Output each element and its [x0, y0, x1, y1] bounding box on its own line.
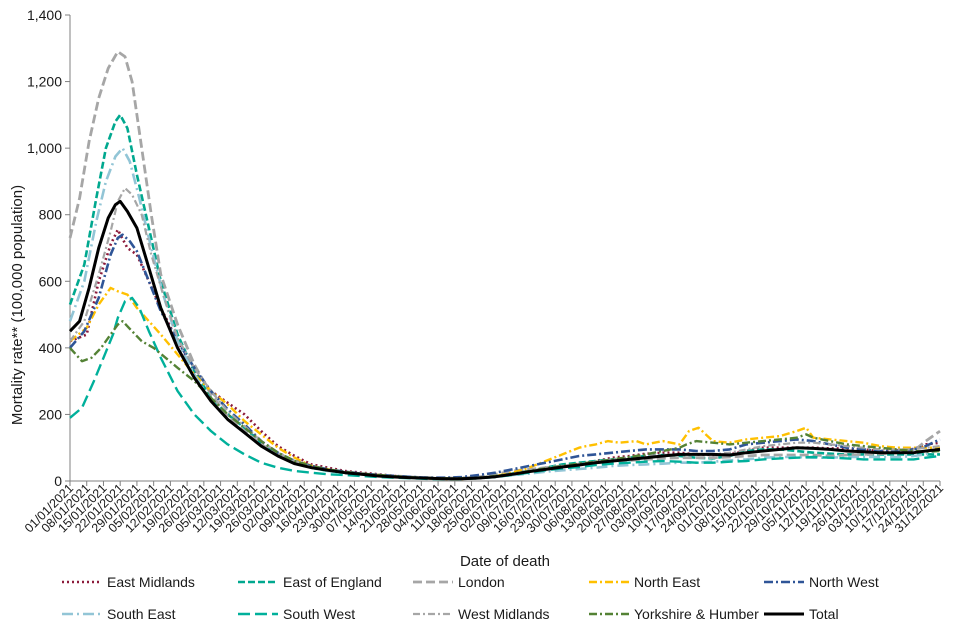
series-line-north-east: [69, 286, 940, 481]
series-line-north-west: [69, 233, 941, 479]
y-tick-label: 400: [39, 340, 63, 356]
legend-label: Total: [809, 606, 839, 622]
legend-item-north-east: North East: [589, 574, 700, 590]
axes: 02004006008001,0001,2001,40001/01/202108…: [22, 7, 946, 535]
legend-label: London: [458, 574, 505, 590]
legend-label: Yorkshire & Humber: [634, 606, 759, 622]
legend-item-east-midlands: East Midlands: [62, 574, 195, 590]
legend-item-west-midlands: West Midlands: [413, 606, 550, 622]
legend-item-south-west: South West: [238, 606, 355, 622]
y-tick-label: 1,200: [27, 74, 62, 90]
legend: East Midlands East of England London North …: [62, 574, 879, 622]
y-tick-label: 1,400: [27, 7, 62, 23]
legend-item-north-west: North West: [764, 574, 879, 590]
legend-item-yorkshire-humber: Yorkshire & Humber: [589, 606, 759, 622]
legend-label: North East: [634, 574, 700, 590]
y-tick-label: 0: [54, 473, 62, 489]
legend-item-london: London: [413, 574, 505, 590]
x-axis-title: Date of death: [460, 553, 550, 570]
series-lines: [68, 50, 941, 481]
series-line-east-midlands: [69, 228, 941, 480]
y-tick-label: 200: [39, 406, 63, 422]
y-tick-label: 600: [39, 273, 63, 289]
legend-item-south-east: South East: [62, 606, 176, 622]
legend-label: North West: [809, 574, 879, 590]
legend-label: South East: [107, 606, 176, 622]
legend-item-total: Total: [764, 606, 839, 622]
series-line-east-of-england: [68, 113, 940, 480]
legend-item-east-of-england: East of England: [238, 574, 382, 590]
legend-label: East Midlands: [107, 574, 195, 590]
series-line-total: [68, 199, 941, 481]
y-axis-title: Mortality rate** (100,000 population): [9, 185, 26, 425]
series-line-yorkshire-humber: [69, 320, 941, 480]
y-tick-label: 800: [39, 207, 63, 223]
y-tick-label: 1,000: [27, 140, 62, 156]
legend-label: East of England: [283, 574, 382, 590]
legend-label: West Midlands: [458, 606, 550, 622]
series-line-south-east: [68, 146, 941, 480]
series-line-london: [68, 50, 941, 480]
legend-label: South West: [283, 606, 355, 622]
